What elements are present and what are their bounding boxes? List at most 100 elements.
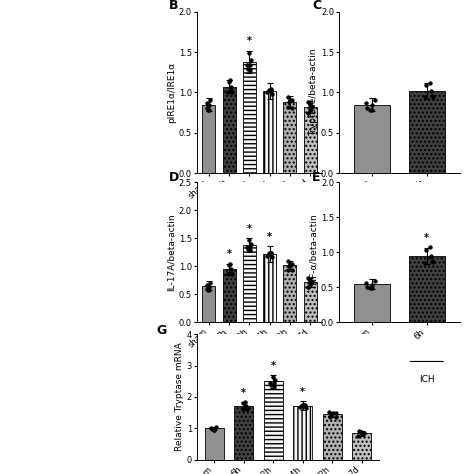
Bar <box>303 107 317 173</box>
Bar <box>202 286 216 322</box>
Bar <box>264 381 283 460</box>
Text: D: D <box>169 171 179 184</box>
Point <box>211 425 219 432</box>
Point <box>426 244 433 251</box>
Point <box>301 401 308 409</box>
Point <box>206 279 214 287</box>
Point <box>267 87 275 94</box>
Point <box>204 107 212 114</box>
Point <box>266 379 273 387</box>
Point <box>363 279 370 287</box>
Bar <box>283 102 297 173</box>
Text: E: E <box>312 171 321 184</box>
Point <box>308 103 316 111</box>
Point <box>265 249 273 257</box>
Point <box>227 83 235 91</box>
Point <box>368 102 376 109</box>
Point <box>246 246 254 254</box>
Text: *: * <box>247 224 252 234</box>
Point <box>228 270 235 277</box>
Text: G: G <box>156 324 167 337</box>
Text: ICH: ICH <box>419 375 435 384</box>
Point <box>329 410 337 417</box>
Bar <box>303 282 317 322</box>
Bar <box>202 105 216 173</box>
Point <box>241 398 249 406</box>
Y-axis label: Tryptase/beta-actin: Tryptase/beta-actin <box>309 49 318 136</box>
Point <box>203 285 211 292</box>
Point <box>368 281 376 288</box>
Bar <box>243 62 256 173</box>
Point <box>327 410 334 418</box>
Text: *: * <box>267 232 272 242</box>
Text: *: * <box>424 233 429 243</box>
Point <box>332 413 339 420</box>
Point <box>357 428 365 436</box>
Point <box>267 86 274 93</box>
Point <box>368 107 375 114</box>
Bar <box>222 87 236 173</box>
Point <box>246 243 254 251</box>
Point <box>203 100 210 107</box>
Point <box>372 96 379 104</box>
Point <box>267 249 275 256</box>
Point <box>358 431 365 438</box>
Bar <box>322 414 342 460</box>
Point <box>332 410 339 417</box>
Point <box>225 270 232 277</box>
Point <box>426 79 433 87</box>
Point <box>298 401 306 409</box>
Point <box>206 96 214 104</box>
Point <box>304 283 312 291</box>
Point <box>264 89 271 96</box>
Point <box>366 284 374 292</box>
Point <box>239 399 247 407</box>
Point <box>225 88 232 96</box>
Point <box>271 377 279 384</box>
Text: *: * <box>300 387 305 397</box>
Bar <box>243 245 256 322</box>
Point <box>366 107 374 114</box>
Y-axis label: pIRE1α/IRE1α: pIRE1α/IRE1α <box>167 62 176 123</box>
Point <box>267 382 275 389</box>
Point <box>287 260 294 267</box>
Point <box>421 93 428 101</box>
Bar <box>283 265 297 322</box>
Text: ICH: ICH <box>262 234 277 243</box>
Bar <box>409 256 445 322</box>
Point <box>306 277 314 284</box>
Point <box>225 78 233 86</box>
Point <box>245 49 253 57</box>
Point <box>355 427 363 435</box>
Y-axis label: TNF-α/beta-actin: TNF-α/beta-actin <box>309 215 318 290</box>
Point <box>246 61 254 68</box>
Text: *: * <box>241 388 246 398</box>
Point <box>422 246 429 254</box>
Point <box>270 382 278 390</box>
Bar <box>205 428 224 460</box>
Point <box>228 88 235 96</box>
Point <box>421 259 428 266</box>
Point <box>244 405 251 412</box>
Point <box>428 87 435 94</box>
Bar <box>352 433 371 460</box>
Point <box>243 402 250 410</box>
Point <box>428 252 435 259</box>
Point <box>205 107 212 114</box>
Point <box>268 90 275 98</box>
Point <box>363 100 370 107</box>
Bar <box>222 269 236 322</box>
Bar <box>234 406 254 460</box>
Point <box>289 260 296 267</box>
Y-axis label: Relative Tryptase mRNA: Relative Tryptase mRNA <box>175 343 184 451</box>
Point <box>205 102 213 109</box>
Point <box>302 404 310 411</box>
Text: C: C <box>312 0 321 12</box>
Point <box>284 104 292 111</box>
Bar <box>409 91 445 173</box>
Point <box>355 432 362 439</box>
Bar <box>263 254 276 322</box>
Point <box>284 266 292 273</box>
Point <box>227 265 235 273</box>
Point <box>428 257 436 265</box>
